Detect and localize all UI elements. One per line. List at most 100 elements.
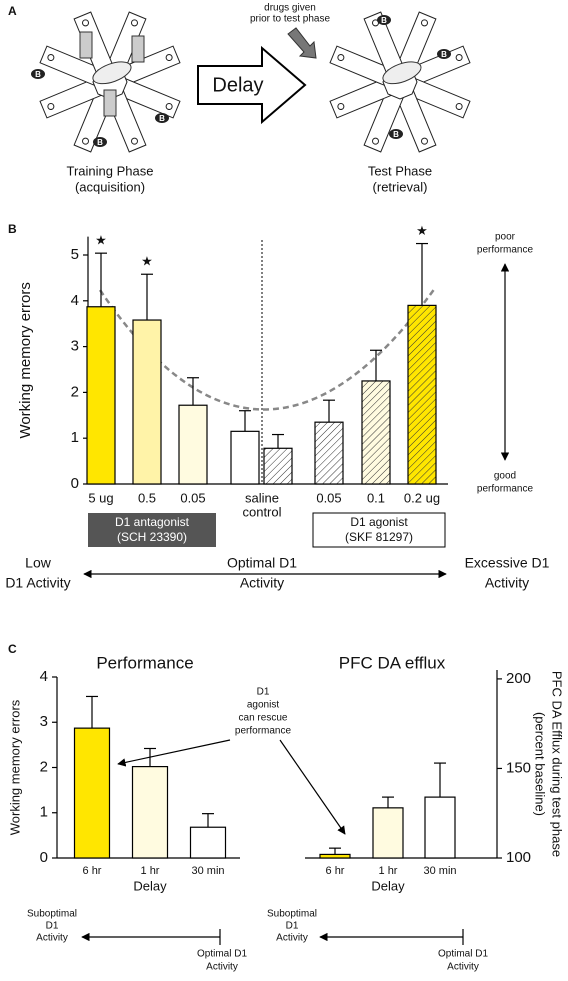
y-tick-label: 4	[71, 292, 79, 309]
y-tick-label: 0	[71, 475, 79, 492]
bait	[377, 15, 391, 25]
bait-label: B	[441, 50, 447, 59]
delay-label: Delay	[212, 74, 263, 96]
bar	[407, 304, 437, 485]
bait-label: B	[159, 114, 165, 123]
annotation: can rescue	[239, 713, 288, 724]
significance-star: ★	[141, 254, 153, 269]
y-tick-label: 1	[71, 429, 79, 446]
poor-label: performance	[477, 245, 534, 256]
activity-label: Optimal D1	[197, 949, 247, 960]
annotation: performance	[235, 726, 292, 737]
saline-label: control	[242, 504, 281, 519]
y-axis-label: (percent baseline)	[533, 712, 548, 816]
y-axis-label: Working memory errors	[17, 282, 34, 438]
door	[103, 89, 117, 117]
bait-label: B	[381, 16, 387, 25]
good-label: performance	[477, 484, 534, 495]
y-tick-label: 2	[40, 758, 48, 775]
food-well	[82, 137, 90, 145]
food-well	[455, 54, 463, 62]
activity-label: D1 Activity	[5, 575, 70, 591]
activity-label: Activity	[485, 575, 529, 591]
activity-label: Activity	[276, 933, 308, 944]
x-tick-label: 30 min	[191, 865, 224, 877]
activity-label: D1	[46, 921, 59, 932]
annotation-arrow	[117, 739, 231, 767]
bar	[131, 765, 169, 859]
bar	[86, 306, 116, 485]
x-tick-label: 1 hr	[379, 865, 398, 877]
activity-label: Suboptimal	[27, 909, 77, 920]
panel-label: B	[8, 222, 17, 236]
activity-label: Activity	[240, 575, 284, 591]
phase-label: (acquisition)	[75, 179, 145, 194]
drugs-note: prior to test phase	[250, 14, 330, 25]
activity-label: Optimal D1	[227, 555, 297, 571]
y-tick-label: 3	[40, 713, 48, 730]
activity-label: Activity	[36, 933, 68, 944]
y-tick-label: 150	[506, 759, 531, 776]
x-tick-label: 30 min	[423, 865, 456, 877]
food-well	[337, 54, 345, 62]
bar	[263, 447, 293, 485]
bar	[73, 727, 111, 859]
phase-label: (retrieval)	[373, 179, 428, 194]
y-tick-label: 200	[506, 670, 531, 687]
group-subtitle: (SCH 23390)	[117, 530, 187, 544]
agonist-box	[312, 512, 446, 548]
food-well	[82, 19, 90, 27]
bar	[189, 826, 227, 859]
y-tick-label: 100	[506, 849, 531, 866]
annotation: D1	[257, 687, 270, 698]
food-well	[420, 137, 428, 145]
bar	[424, 796, 456, 859]
activity-label: Optimal D1	[438, 949, 488, 960]
chart-title: Performance	[96, 653, 193, 672]
food-well	[130, 19, 138, 27]
annotation-arrow	[279, 739, 346, 835]
bait	[389, 129, 403, 139]
activity-label: Activity	[206, 962, 238, 973]
food-well	[455, 102, 463, 110]
x-tick-label: 0.05	[316, 490, 341, 505]
significance-star: ★	[95, 233, 107, 248]
food-well	[47, 102, 55, 110]
bait-label: B	[35, 70, 41, 79]
food-well	[165, 102, 173, 110]
delay-arrow	[197, 45, 307, 125]
x-tick-label: 0.05	[180, 490, 205, 505]
activity-label: Low	[25, 555, 52, 571]
chart-title: PFC DA efflux	[339, 653, 446, 672]
bar	[230, 430, 260, 485]
x-tick-label: 1 hr	[141, 865, 160, 877]
x-tick-label: 6 hr	[83, 865, 102, 877]
activity-label: Activity	[447, 962, 479, 973]
bait	[155, 113, 169, 123]
bar	[178, 404, 208, 485]
x-tick-label: 0.1	[367, 490, 385, 505]
food-well	[165, 54, 173, 62]
x-axis-label: Delay	[371, 878, 405, 893]
bait	[31, 69, 45, 79]
food-well	[130, 137, 138, 145]
bar	[372, 807, 404, 859]
bait	[437, 49, 451, 59]
bait-label: B	[97, 138, 103, 147]
phase-label: Test Phase	[368, 163, 432, 178]
y-tick-label: 4	[40, 668, 48, 685]
drugs-note: drugs given	[264, 3, 316, 14]
x-tick-label: 0.2 ug	[404, 490, 440, 505]
bar	[314, 421, 344, 485]
y-axis-label: PFC DA Efflux during test phase	[550, 671, 565, 857]
activity-label: Excessive D1	[465, 555, 550, 571]
group-title: D1 agonist	[350, 515, 408, 529]
bait	[93, 137, 107, 147]
antagonist-box	[88, 513, 216, 547]
activity-label: D1	[286, 921, 299, 932]
x-tick-label: 0.5	[138, 490, 156, 505]
rat	[92, 61, 132, 85]
drug-arrow	[287, 27, 317, 59]
food-well	[337, 102, 345, 110]
